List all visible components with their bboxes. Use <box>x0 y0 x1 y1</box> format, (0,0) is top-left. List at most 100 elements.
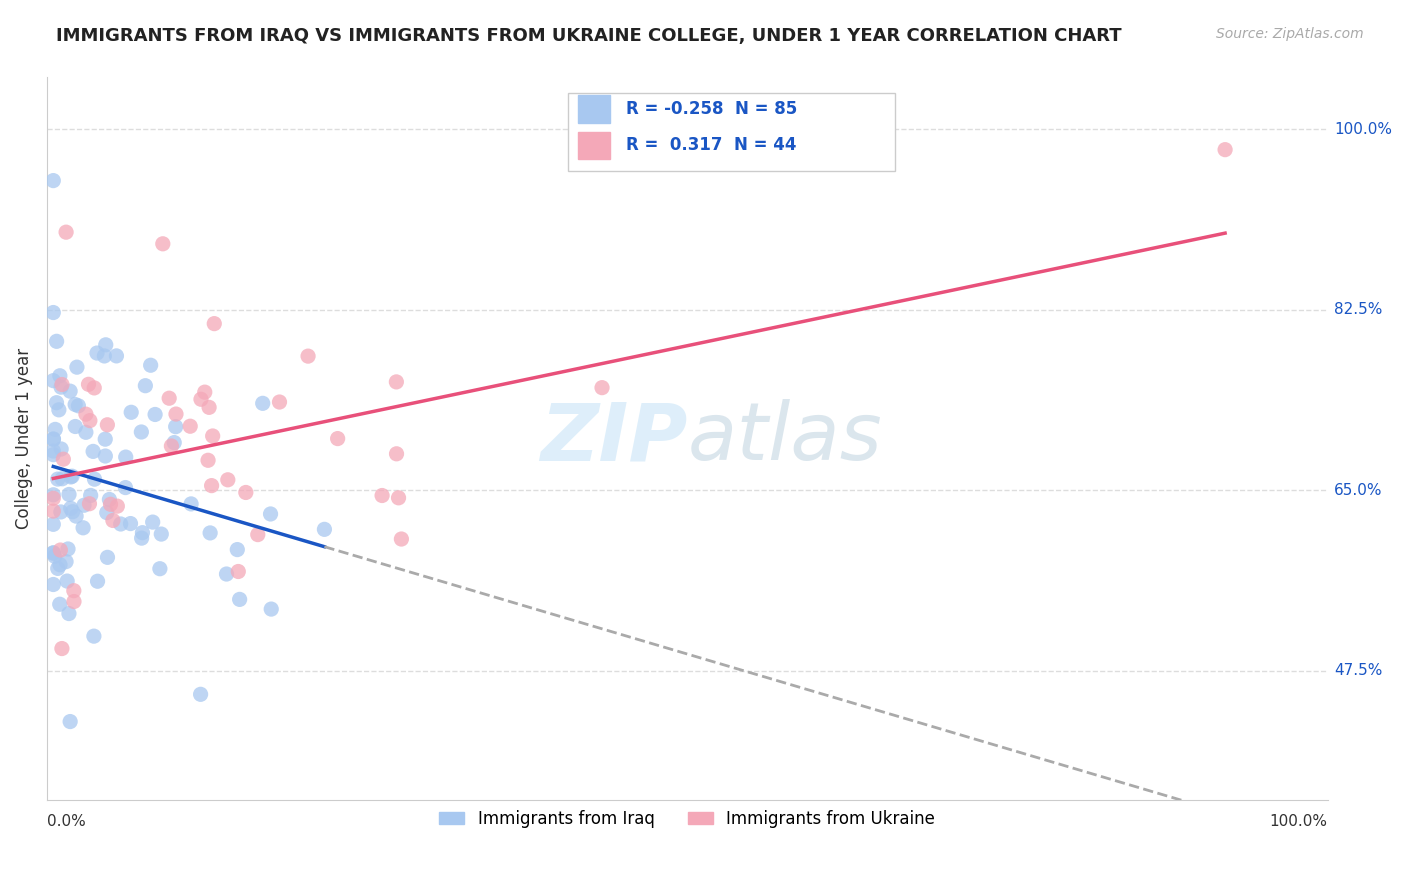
Point <box>42 173 65 187</box>
Point <box>226 542 249 557</box>
Point <box>42 577 65 591</box>
Point <box>215 567 238 582</box>
Point <box>51 472 73 486</box>
Point <box>93 349 115 363</box>
Point <box>94 432 117 446</box>
Point <box>58 607 80 621</box>
Point <box>165 419 187 434</box>
Point <box>326 432 349 446</box>
Point <box>297 349 319 363</box>
Point <box>190 392 212 407</box>
Point <box>79 488 101 502</box>
Point <box>42 504 65 518</box>
Point <box>94 338 117 352</box>
Point <box>194 385 217 400</box>
Point <box>269 395 291 409</box>
Point <box>120 405 142 419</box>
Point <box>101 513 124 527</box>
Point <box>114 450 136 464</box>
Point <box>252 396 274 410</box>
Point <box>389 532 412 546</box>
Point <box>52 452 75 467</box>
Point <box>160 439 183 453</box>
Point <box>73 498 96 512</box>
Point <box>96 417 118 432</box>
Point <box>131 425 153 439</box>
Point <box>165 407 187 421</box>
Point <box>226 565 249 579</box>
Point <box>139 358 162 372</box>
Point <box>49 505 72 519</box>
Text: 100.0%: 100.0% <box>1270 814 1327 829</box>
Point <box>66 360 89 375</box>
Point <box>51 641 73 656</box>
Point <box>42 444 65 458</box>
Point <box>42 546 65 560</box>
Point <box>42 432 65 446</box>
Point <box>42 305 65 319</box>
Text: 100.0%: 100.0% <box>1334 121 1392 136</box>
Point <box>190 687 212 701</box>
Point <box>59 470 82 484</box>
Point <box>42 546 65 560</box>
Point <box>259 507 281 521</box>
Point <box>114 481 136 495</box>
Point <box>42 433 65 447</box>
Point <box>202 317 225 331</box>
Point <box>180 497 202 511</box>
Point <box>55 555 77 569</box>
Point <box>77 377 100 392</box>
Point <box>82 444 104 458</box>
Point <box>198 401 221 415</box>
Point <box>314 522 336 536</box>
Point <box>75 425 97 440</box>
Point <box>62 505 84 519</box>
Point <box>42 491 65 506</box>
Point <box>63 594 86 608</box>
Point <box>86 346 108 360</box>
Point <box>134 378 156 392</box>
Point <box>75 407 97 421</box>
Text: IMMIGRANTS FROM IRAQ VS IMMIGRANTS FROM UKRAINE COLLEGE, UNDER 1 YEAR CORRELATIO: IMMIGRANTS FROM IRAQ VS IMMIGRANTS FROM … <box>56 27 1122 45</box>
Point <box>591 381 613 395</box>
Text: R =  0.317  N = 44: R = 0.317 N = 44 <box>626 136 796 154</box>
Text: R = -0.258  N = 85: R = -0.258 N = 85 <box>626 100 797 119</box>
Point <box>67 399 90 413</box>
Point <box>83 629 105 643</box>
Point <box>179 419 201 434</box>
Legend: Immigrants from Iraq, Immigrants from Ukraine: Immigrants from Iraq, Immigrants from Uk… <box>433 803 942 835</box>
Point <box>246 527 269 541</box>
Point <box>201 478 224 492</box>
Point <box>55 225 77 239</box>
Point <box>96 550 118 565</box>
Point <box>198 525 221 540</box>
Text: 0.0%: 0.0% <box>46 814 86 829</box>
Point <box>42 488 65 502</box>
Point <box>56 574 79 588</box>
Bar <box>578 95 610 123</box>
Point <box>79 497 101 511</box>
Point <box>79 414 101 428</box>
Point <box>387 491 409 505</box>
Point <box>197 453 219 467</box>
Point <box>100 497 122 511</box>
Point <box>235 485 257 500</box>
Point <box>1213 143 1236 157</box>
Point <box>48 402 70 417</box>
Point <box>42 448 65 462</box>
Point <box>98 492 121 507</box>
Point <box>83 472 105 486</box>
Point <box>86 574 108 589</box>
Point <box>143 408 166 422</box>
Y-axis label: College, Under 1 year: College, Under 1 year <box>15 348 32 529</box>
Point <box>105 349 128 363</box>
Text: ZIP: ZIP <box>540 400 688 477</box>
Point <box>49 368 72 383</box>
Point <box>65 419 87 434</box>
Text: atlas: atlas <box>688 400 882 477</box>
Text: 47.5%: 47.5% <box>1334 663 1382 678</box>
Point <box>51 377 73 392</box>
Point <box>201 429 224 443</box>
Point <box>42 374 65 388</box>
Point <box>42 517 65 532</box>
